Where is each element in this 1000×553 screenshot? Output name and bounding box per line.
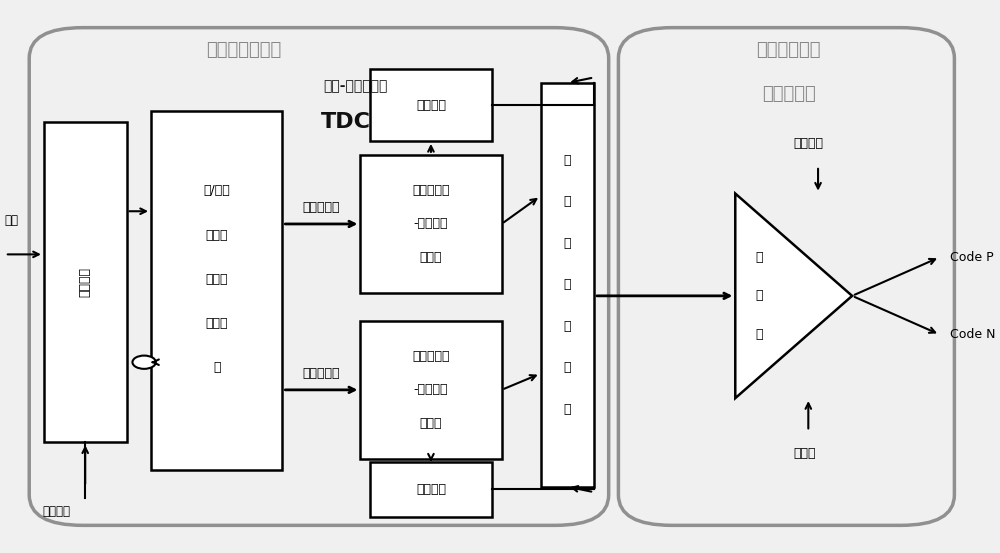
- Text: 数: 数: [564, 154, 571, 167]
- Text: 占空比检测电路: 占空比检测电路: [206, 41, 281, 59]
- Text: 和解码电路: 和解码电路: [762, 85, 816, 103]
- FancyBboxPatch shape: [29, 28, 609, 525]
- Text: 脉宽编码: 脉宽编码: [416, 98, 446, 112]
- FancyBboxPatch shape: [618, 28, 954, 525]
- Text: 较: 较: [564, 361, 571, 374]
- Text: 器: 器: [756, 328, 763, 341]
- Text: TDC: TDC: [321, 112, 371, 132]
- Bar: [541, 83, 594, 487]
- Text: 字: 字: [564, 195, 571, 208]
- Text: 数字编码比较: 数字编码比较: [757, 41, 821, 59]
- Text: 控制方式: 控制方式: [794, 137, 824, 150]
- Circle shape: [132, 356, 156, 369]
- Text: 正/负脉: 正/负脉: [203, 184, 230, 197]
- Text: 产生及: 产生及: [205, 273, 228, 286]
- Bar: [370, 69, 492, 141]
- Text: -数字编码: -数字编码: [414, 383, 448, 397]
- Text: -数字编码: -数字编码: [414, 217, 448, 231]
- Text: 转换器: 转换器: [420, 416, 442, 430]
- Bar: [370, 462, 492, 517]
- Text: 输入: 输入: [5, 213, 19, 227]
- Text: 码: 码: [564, 278, 571, 291]
- Text: 高脉冲宽度: 高脉冲宽度: [412, 184, 450, 197]
- Text: 码: 码: [756, 289, 763, 302]
- Text: 正脉宽信号: 正脉宽信号: [303, 201, 340, 214]
- Text: 指示位: 指示位: [794, 447, 816, 460]
- Text: 相位分频: 相位分频: [79, 267, 92, 297]
- Text: 负脉宽信号: 负脉宽信号: [303, 367, 340, 380]
- Text: 时序控: 时序控: [205, 317, 228, 330]
- Text: 比: 比: [564, 320, 571, 333]
- Bar: [360, 321, 502, 459]
- Text: 制: 制: [213, 361, 220, 374]
- Text: Code N: Code N: [950, 328, 995, 341]
- Bar: [360, 155, 502, 293]
- Text: 转换器: 转换器: [420, 251, 442, 264]
- Text: 解: 解: [756, 251, 763, 264]
- Bar: [151, 111, 282, 470]
- Text: 脉宽编码: 脉宽编码: [416, 483, 446, 496]
- Bar: [44, 122, 127, 442]
- Text: 高脉冲宽度: 高脉冲宽度: [412, 350, 450, 363]
- Text: 宽信号: 宽信号: [205, 228, 228, 242]
- Text: 时序-数字转换器: 时序-数字转换器: [323, 79, 388, 93]
- Text: 器: 器: [564, 403, 571, 416]
- Polygon shape: [735, 194, 852, 398]
- Text: Code P: Code P: [950, 251, 993, 264]
- Text: 使能输入: 使能输入: [42, 505, 70, 518]
- Text: 编: 编: [564, 237, 571, 250]
